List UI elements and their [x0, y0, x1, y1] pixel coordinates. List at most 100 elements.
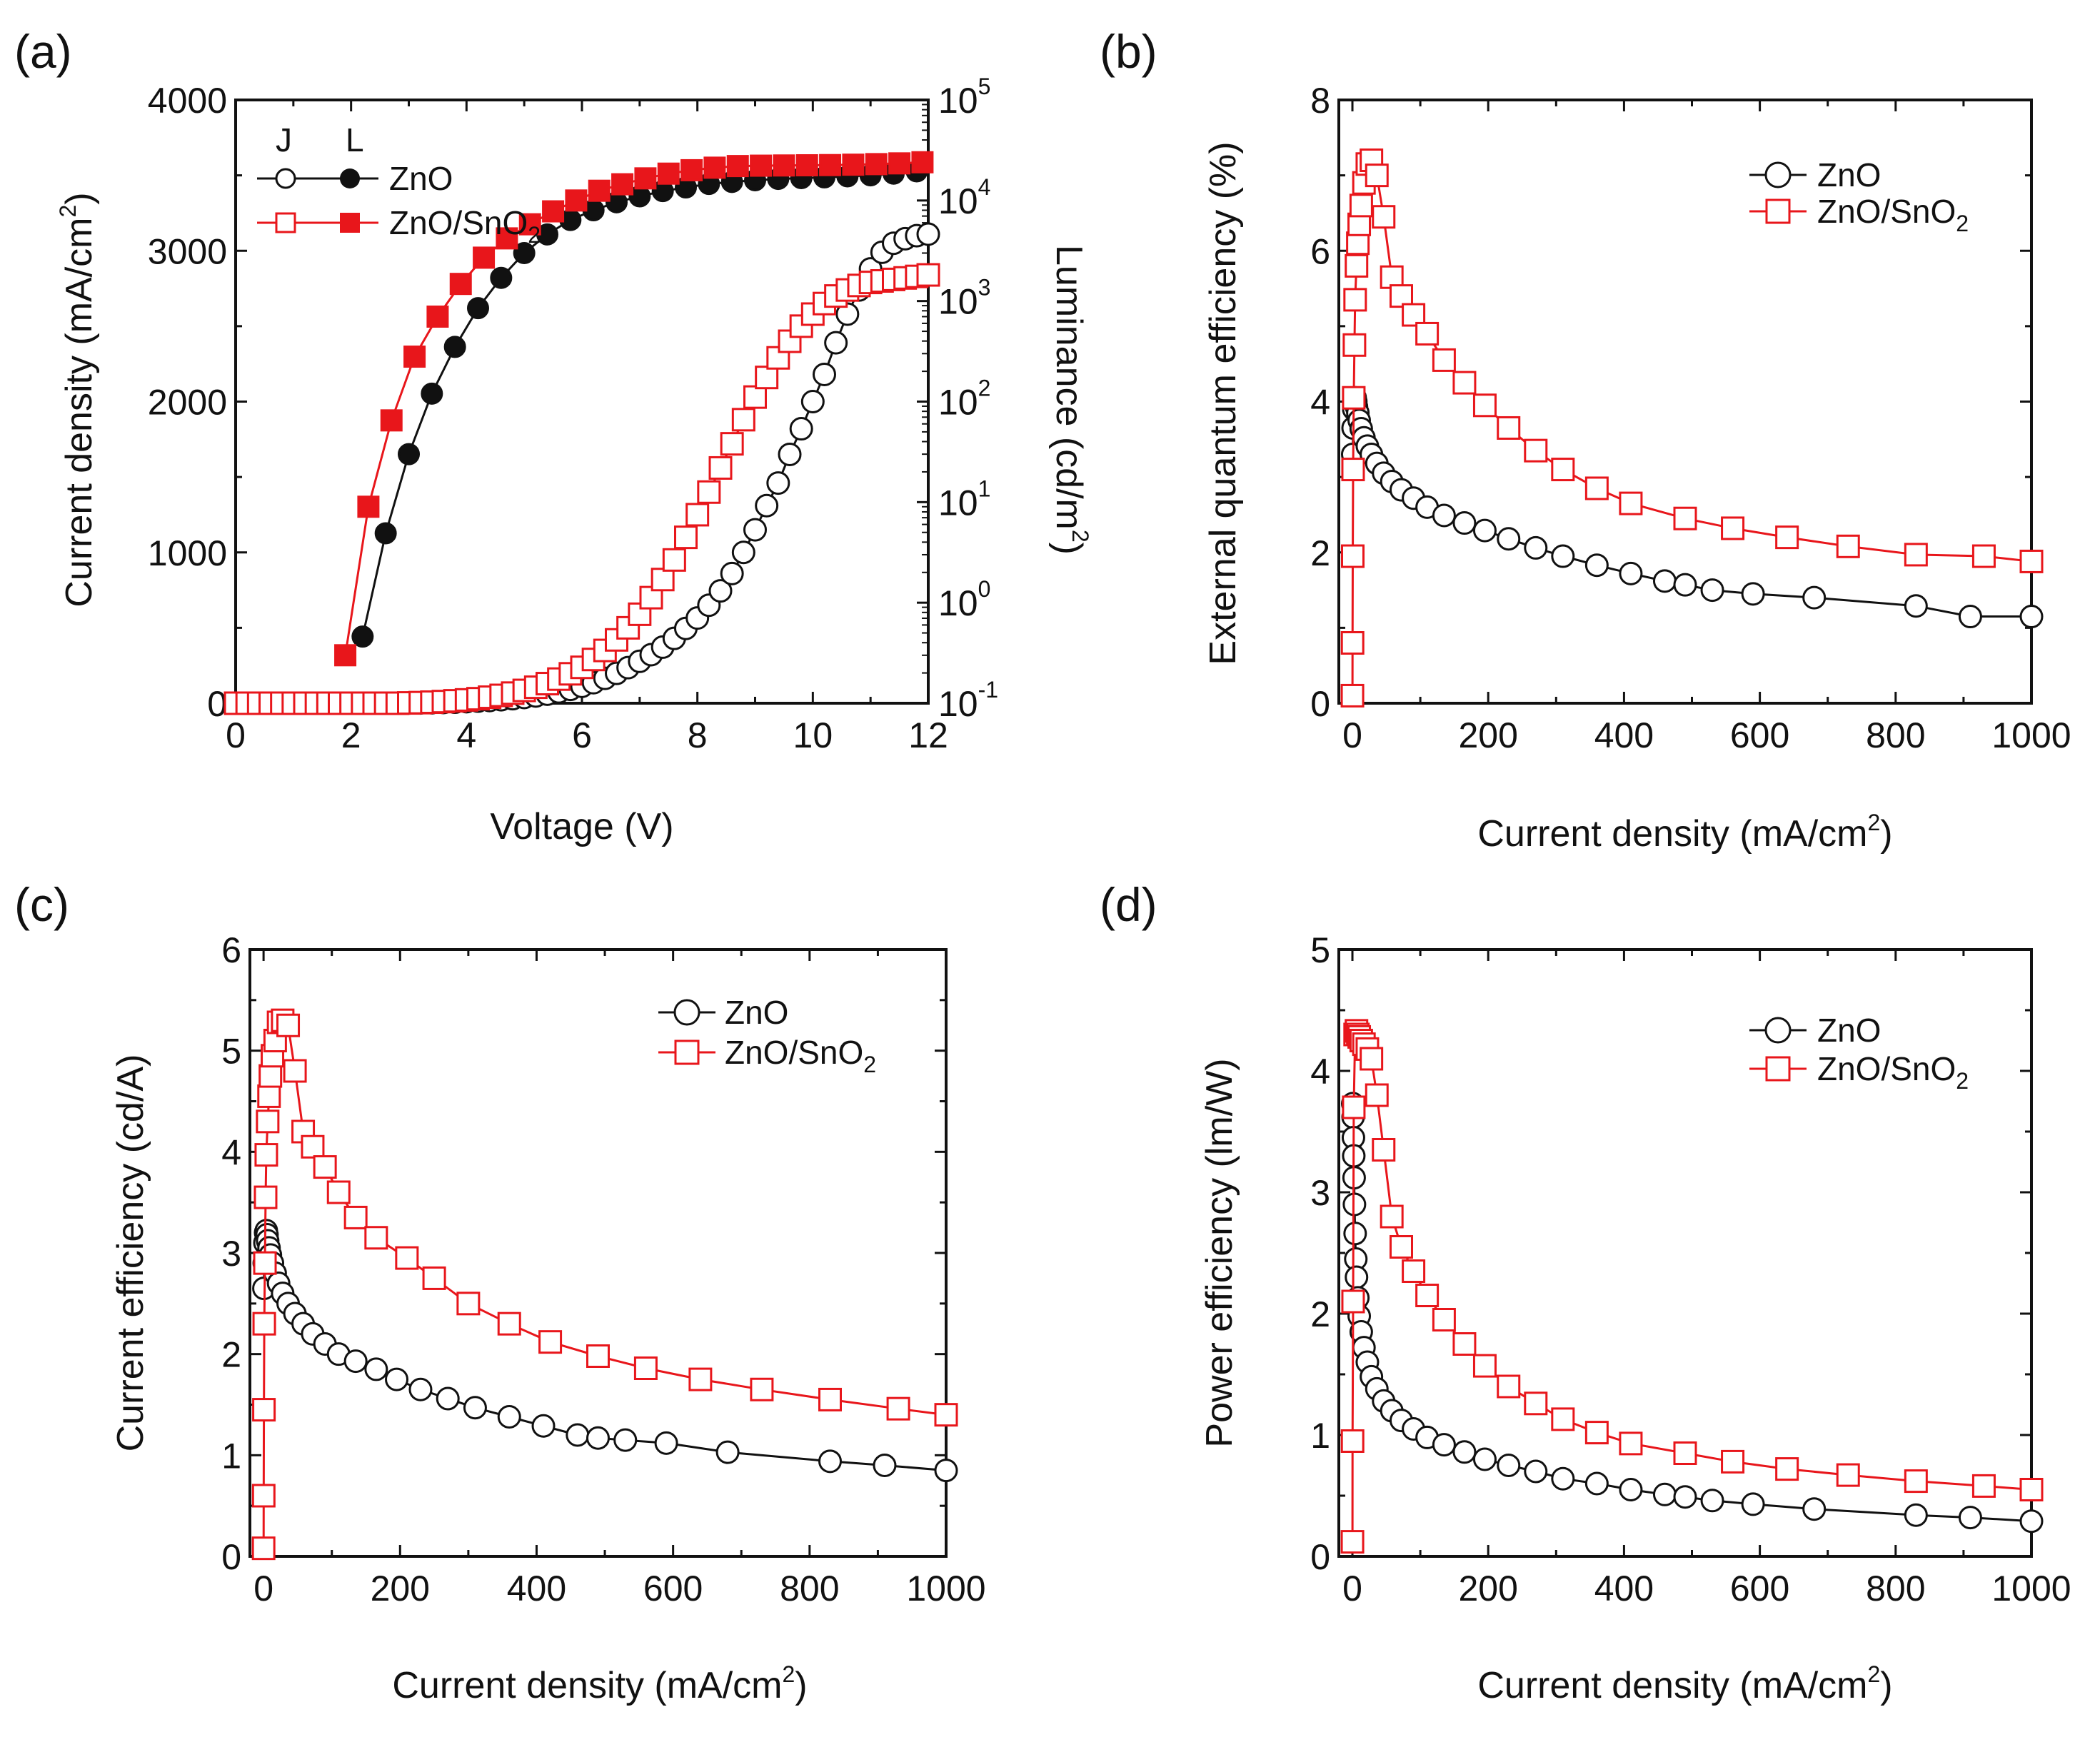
- data-point: [1372, 1138, 1396, 1162]
- panel-a-y2-ticks: 105 104 103 102 101 100 10-1: [917, 74, 998, 724]
- data-point: [1452, 511, 1477, 535]
- data-point: [1836, 534, 1860, 558]
- y2-tick-label: 101: [938, 475, 990, 523]
- panel-d-frame: [1337, 948, 2033, 1558]
- x-tick-label: 10: [793, 715, 833, 755]
- y-tick-label: 0: [221, 1537, 241, 1577]
- data-point: [1360, 1047, 1384, 1071]
- panel-d-x-ticks: 0 200 400 600 800 1000: [1342, 950, 2071, 1608]
- data-point: [778, 442, 802, 466]
- panel-b-letter: (b): [1100, 25, 1157, 78]
- data-point: [703, 156, 726, 179]
- data-point: [586, 1344, 610, 1368]
- data-point: [1524, 438, 1548, 463]
- y2-tick-label: 102: [938, 376, 990, 423]
- data-point: [613, 1428, 638, 1452]
- panel-b-frame: [1337, 99, 2033, 705]
- legend-b-zno: ZnO: [1749, 156, 1881, 193]
- data-point: [313, 1155, 337, 1179]
- data-point: [374, 522, 397, 545]
- data-point: [1971, 1474, 1996, 1498]
- x-tick-label: 2: [341, 715, 361, 755]
- legend-a-sno2: ZnO/SnO2: [257, 204, 541, 248]
- y2-tick-label: 10-1: [938, 677, 998, 724]
- data-point: [873, 1454, 897, 1477]
- panel-d-x-label: Current density (mA/cm2): [1477, 1661, 1892, 1706]
- data-point: [1342, 333, 1367, 357]
- data-point: [357, 495, 380, 518]
- data-point: [1958, 1506, 1982, 1530]
- legend-a-sno2-l-marker: [340, 213, 360, 233]
- legend-j-header: J: [276, 121, 292, 158]
- panel-b-y-label: External quantum efficiency (%): [1202, 141, 1244, 665]
- data-point: [773, 154, 795, 177]
- data-point: [1497, 1374, 1521, 1399]
- series-line: [262, 1019, 947, 1549]
- legend-l-header: L: [346, 121, 364, 158]
- data-point: [680, 158, 703, 181]
- data-point: [888, 152, 911, 175]
- legend-a-zno-j-marker: [275, 168, 296, 189]
- data-point: [1472, 518, 1497, 543]
- data-point: [542, 200, 565, 223]
- legend-a-zno-label: ZnO: [389, 160, 453, 197]
- data-point: [276, 1013, 301, 1037]
- legend-b-sno2: ZnO/SnO2: [1749, 193, 1969, 236]
- data-point: [258, 1064, 283, 1088]
- legend-d-sno2-marker: [1765, 1056, 1791, 1082]
- panel-b: (b) 0 200 400 600 800 1000 0 2 4 6 8 Current dens…: [1100, 25, 2071, 855]
- data-point: [1524, 1459, 1548, 1484]
- data-point: [1380, 1204, 1404, 1229]
- data-point: [726, 155, 749, 178]
- x-tick-label: 400: [1594, 1569, 1654, 1608]
- panel-d: (d) 0 200 400 600 800 1000 0 1 2 3 4 5 Current den…: [1100, 878, 2071, 1706]
- x-tick-label: 1000: [1991, 1569, 2071, 1608]
- data-point: [750, 1377, 774, 1401]
- legend-b-sno2-label: ZnO/SnO2: [1817, 193, 1969, 236]
- x-tick-label: 600: [643, 1569, 703, 1608]
- data-point: [436, 1386, 460, 1411]
- data-point: [1584, 476, 1609, 500]
- data-point: [685, 503, 710, 527]
- data-point: [1432, 348, 1456, 372]
- data-point: [1584, 553, 1609, 578]
- data-point: [1341, 458, 1365, 482]
- data-point: [421, 382, 443, 405]
- data-point: [813, 362, 836, 386]
- x-tick-label: 1000: [1991, 715, 2071, 755]
- legend-b-sno2-marker: [1765, 198, 1791, 224]
- data-point: [886, 1396, 910, 1421]
- y-tick-label: 2: [1310, 533, 1330, 573]
- x-tick-label: 4: [456, 715, 476, 755]
- data-point: [588, 179, 611, 202]
- data-point: [1673, 573, 1697, 597]
- data-point: [1340, 631, 1365, 655]
- data-point: [934, 1403, 958, 1427]
- data-point: [364, 1357, 388, 1381]
- data-point: [800, 390, 825, 413]
- data-point: [385, 1367, 409, 1391]
- data-point: [1619, 561, 1643, 585]
- data-point: [1551, 458, 1575, 482]
- series-line: [1351, 1027, 2032, 1542]
- data-point: [818, 1387, 842, 1411]
- data-point: [253, 1251, 277, 1275]
- data-point: [2019, 1509, 2044, 1534]
- data-point: [708, 455, 733, 480]
- legend-d-sno2-label: ZnO/SnO2: [1817, 1050, 1969, 1094]
- legend-c-sno2-marker: [674, 1039, 700, 1065]
- data-point: [395, 1246, 419, 1270]
- data-point: [715, 1440, 740, 1464]
- x-tick-label: 8: [688, 715, 708, 755]
- data-point: [2019, 605, 2044, 629]
- data-point: [662, 548, 686, 572]
- data-point: [1402, 1259, 1426, 1283]
- series-line: [1351, 158, 2032, 696]
- data-point: [1497, 1454, 1521, 1477]
- panel-d-y-label: Power efficiency (lm/W): [1199, 1058, 1240, 1447]
- data-point: [755, 493, 779, 518]
- data-point: [422, 1266, 446, 1290]
- x-tick-label: 600: [1730, 1569, 1789, 1608]
- data-point: [1958, 605, 1982, 629]
- data-point: [1365, 163, 1389, 188]
